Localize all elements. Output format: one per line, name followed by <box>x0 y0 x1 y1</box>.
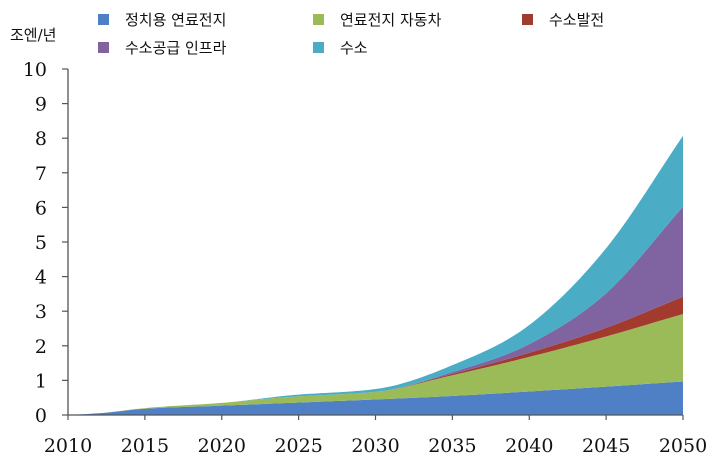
y-tick-label: 4 <box>35 267 47 289</box>
y-tick-label: 2 <box>35 336 47 358</box>
x-tick-label: 2045 <box>582 435 630 457</box>
legend-label: 수소 <box>340 39 368 57</box>
legend-label: 수소발전 <box>549 11 604 29</box>
y-tick-label: 7 <box>35 163 47 185</box>
legend-swatch <box>313 14 324 25</box>
legend-label: 연료전지 자동차 <box>340 11 442 29</box>
x-tick-label: 2020 <box>198 435 246 457</box>
y-tick-label: 0 <box>35 405 47 427</box>
x-tick-label: 2010 <box>44 435 92 457</box>
x-tick-labels: 2010 2015 2020 2025 2030 2035 2040 2045 2050 <box>44 435 707 457</box>
area-series <box>68 135 683 415</box>
x-tick-label: 2030 <box>351 435 399 457</box>
y-tick-label: 8 <box>35 128 47 150</box>
y-tick-label: 5 <box>35 232 47 254</box>
axes <box>62 68 684 420</box>
x-tick-label: 2040 <box>505 435 553 457</box>
y-tick-label: 10 <box>23 59 47 81</box>
legend-label: 정치용 연료전지 <box>125 11 226 29</box>
y-tick-label: 6 <box>35 197 47 219</box>
x-tick-label: 2050 <box>659 435 707 457</box>
x-tick-label: 2035 <box>428 435 476 457</box>
x-tick-label: 2015 <box>121 435 169 457</box>
y-tick-label: 1 <box>35 370 47 392</box>
legend-swatch <box>522 14 533 25</box>
y-tick-label: 9 <box>35 94 47 116</box>
legend-swatch <box>98 42 109 53</box>
area-1 <box>68 381 683 415</box>
y-axis-label: 조엔/년 <box>10 26 56 44</box>
legend-swatch <box>98 14 109 25</box>
y-tick-labels: 0 1 2 3 4 5 6 7 8 9 10 <box>23 59 47 427</box>
legend-swatch <box>313 42 324 53</box>
legend-label: 수소공급 인프라 <box>125 39 227 57</box>
x-tick-label: 2025 <box>274 435 322 457</box>
area-2 <box>68 313 683 415</box>
y-tick-label: 3 <box>35 301 47 323</box>
